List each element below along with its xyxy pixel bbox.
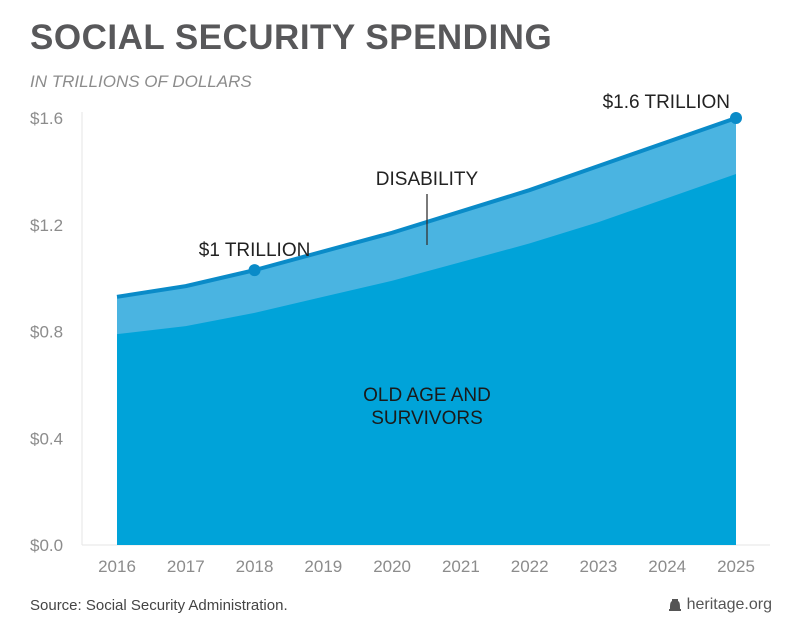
y-tick-label: $1.6 <box>30 109 63 128</box>
x-tick-label: 2024 <box>648 557 686 576</box>
annotation-label: $1 TRILLION <box>199 240 311 261</box>
x-tick-label: 2019 <box>304 557 342 576</box>
series-label-old-age-line2: SURVIVORS <box>371 408 483 429</box>
series-label-disability: DISABILITY <box>376 169 479 190</box>
x-tick-label: 2018 <box>236 557 274 576</box>
annotation-marker <box>248 264 261 277</box>
y-tick-label: $0.8 <box>30 323 63 342</box>
source-note: Source: Social Security Administration. <box>30 597 288 614</box>
x-tick-label: 2021 <box>442 557 480 576</box>
x-tick-label: 2022 <box>511 557 549 576</box>
area-old-age-survivors <box>117 174 736 545</box>
y-tick-label: $1.2 <box>30 216 63 235</box>
annotation-label: $1.6 TRILLION <box>603 92 730 113</box>
series-label-old-age-line1: OLD AGE AND <box>363 385 491 406</box>
y-tick-label: $0.0 <box>30 536 63 555</box>
x-tick-label: 2020 <box>373 557 411 576</box>
x-tick-label: 2017 <box>167 557 205 576</box>
x-tick-label: 2025 <box>717 557 755 576</box>
chart-title: SOCIAL SECURITY SPENDING <box>30 18 553 57</box>
x-tick-label: 2016 <box>98 557 136 576</box>
brand-text: heritage.org <box>686 596 772 613</box>
chart-subtitle: IN TRILLIONS OF DOLLARS <box>30 72 252 91</box>
brand: heritage.org <box>668 596 772 614</box>
liberty-bell-icon <box>668 599 681 611</box>
x-tick-label: 2023 <box>580 557 618 576</box>
annotation-marker <box>730 112 742 124</box>
y-tick-label: $0.4 <box>30 429 63 448</box>
